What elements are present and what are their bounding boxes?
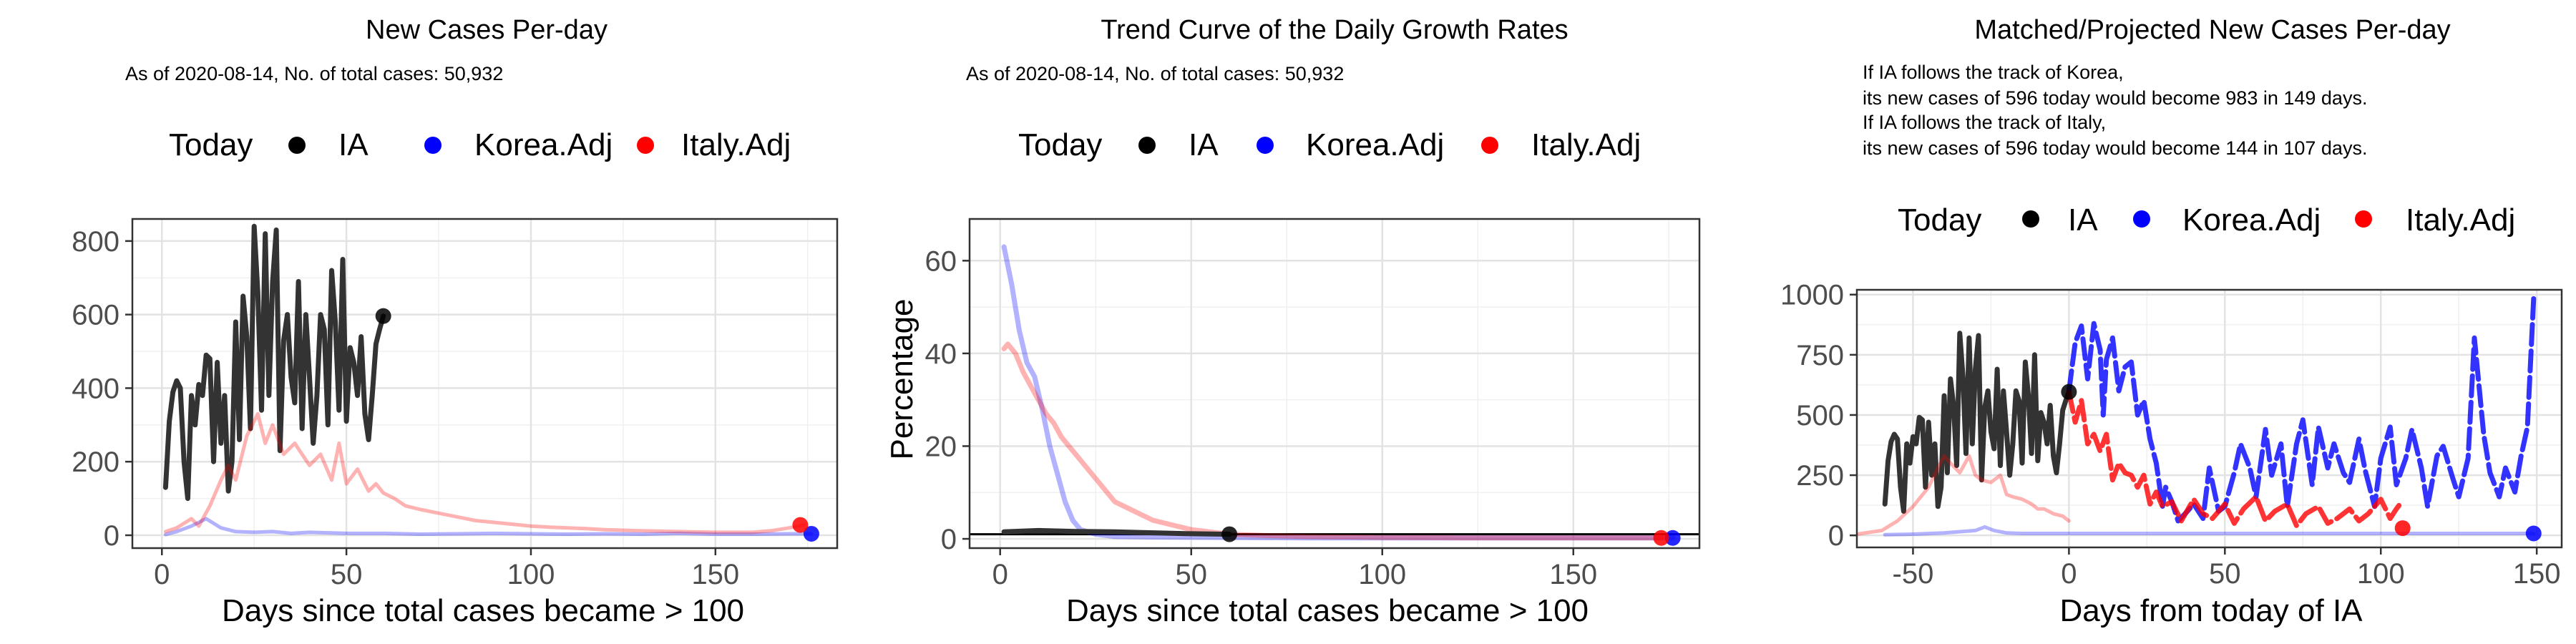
y-tick-label: 1000	[1780, 280, 1844, 311]
series-group	[162, 223, 814, 537]
plot-border	[1855, 288, 2563, 549]
x-axis-label: Days since total cases became > 100	[222, 593, 744, 628]
plot-border	[968, 218, 1701, 550]
series-line-ia	[162, 223, 386, 502]
series-line-ia	[1882, 331, 2072, 514]
legend-key-ia	[288, 137, 306, 154]
panel-subtitle: As of 2020-08-14, No. of total cases: 50…	[966, 63, 1344, 84]
series-group	[970, 244, 1699, 541]
legend-label-italy: Italy.Adj	[2406, 203, 2515, 238]
legend-key-ia	[1138, 137, 1156, 154]
legend-key-italy	[1481, 137, 1498, 154]
y-tick-label: 600	[72, 300, 119, 331]
x-tick-label: 50	[1175, 559, 1207, 590]
series-line-italy-adj	[2066, 389, 2406, 529]
x-tick-label: 100	[2357, 558, 2405, 590]
panel-subtitle-line: If IA follows the track of Italy,	[1863, 112, 2106, 133]
y-tick-label: 200	[72, 447, 119, 478]
today-point-ia	[1221, 526, 1238, 542]
legend-key-korea	[2133, 210, 2150, 228]
series-group	[1857, 296, 2537, 537]
x-axis-label: Days since total cases became > 100	[1066, 593, 1589, 628]
legend-label-korea: Korea.Adj	[1306, 127, 1444, 162]
x-tick-label: 100	[507, 559, 555, 590]
y-tick-label: 0	[941, 524, 957, 555]
series-line-korea-adj-matched	[1883, 525, 2536, 537]
today-point-korea-adj	[803, 525, 819, 542]
legend-key-ia	[2022, 210, 2039, 228]
x-tick-label: 0	[154, 559, 170, 590]
today-point-italy-adj	[2394, 520, 2411, 537]
series-line-italy-adj	[163, 411, 806, 535]
legend-key-italy	[2355, 210, 2372, 228]
panel-subtitle-line: its new cases of 596 today would become …	[1863, 137, 2367, 159]
legend: Today IA Korea.Adj Italy.Adj	[1018, 127, 1641, 162]
series-line-italy-adj-matched	[1857, 454, 2071, 536]
legend-label-ia: IA	[1189, 127, 1219, 162]
legend-title: Today	[1898, 203, 1981, 238]
legend-title: Today	[169, 127, 253, 162]
y-tick-label: 0	[104, 520, 119, 552]
y-axis-label: Percentage	[884, 298, 919, 459]
x-axis-label: Days from today of IA	[2059, 593, 2363, 628]
x-tick-label: 150	[691, 559, 739, 590]
today-point-korea-adj	[1664, 530, 1681, 546]
today-point-ia	[2061, 384, 2077, 400]
x-tick-label: 0	[992, 559, 1008, 590]
y-tick-label: 800	[72, 226, 119, 258]
legend: Today IA Korea.Adj Italy.Adj	[1898, 203, 2515, 238]
panel-title: New Cases Per-day	[366, 15, 608, 45]
panel-new-cases: New Cases Per-day As of 2020-08-14, No. …	[72, 15, 839, 628]
today-point-ia	[375, 308, 391, 324]
panel-title: Matched/Projected New Cases Per-day	[1974, 15, 2450, 45]
legend-label-ia: IA	[338, 127, 369, 162]
today-point-italy-adj	[1653, 530, 1669, 546]
legend-key-korea	[1257, 137, 1274, 154]
legend-key-korea	[424, 137, 441, 154]
x-tick-label: -50	[1893, 558, 1934, 590]
x-tick-label: 50	[331, 559, 363, 590]
today-point-korea-adj	[2525, 525, 2542, 542]
legend-label-korea: Korea.Adj	[474, 127, 613, 162]
legend: Today IA Korea.Adj Italy.Adj	[169, 127, 791, 162]
y-tick-label: 40	[925, 338, 957, 370]
plot-border	[131, 218, 839, 550]
panel-title: Trend Curve of the Daily Growth Rates	[1101, 15, 1568, 45]
series-line-ia	[1001, 527, 1232, 537]
series-line-korea-adj	[163, 517, 814, 537]
legend-title: Today	[1018, 127, 1102, 162]
y-tick-label: 750	[1796, 340, 1844, 371]
panel-growth-rates: Trend Curve of the Daily Growth Rates As…	[884, 15, 1701, 628]
plot-area: 0 50 100 150 0 20 40 60	[925, 218, 1701, 590]
plot-area: 0 50 100 150 0 200 400 600 800	[72, 218, 839, 590]
x-tick-label: 150	[2513, 558, 2561, 590]
panel-subtitle-line: its new cases of 596 today would become …	[1863, 87, 2367, 109]
legend-label-italy: Italy.Adj	[681, 127, 791, 162]
x-tick-label: 150	[1549, 559, 1597, 590]
legend-key-italy	[637, 137, 654, 154]
x-tick-label: 50	[2209, 558, 2241, 590]
legend-label-korea: Korea.Adj	[2182, 203, 2321, 238]
series-line-korea-adj	[1001, 244, 1676, 541]
y-tick-label: 400	[72, 373, 119, 404]
panel-subtitle-line: If IA follows the track of Korea,	[1863, 62, 2124, 83]
panel-projected: Matched/Projected New Cases Per-day If I…	[1780, 15, 2563, 628]
today-point-italy-adj	[792, 517, 809, 533]
series-line-italy-adj	[1001, 341, 1664, 541]
plot-area: -50 0 50 100 150 0 250 500 750 1000	[1780, 280, 2563, 590]
legend-label-italy: Italy.Adj	[1531, 127, 1641, 162]
legend-label-ia: IA	[2068, 203, 2098, 238]
x-tick-label: 0	[2061, 558, 2077, 590]
y-tick-label: 0	[1828, 520, 1844, 552]
y-tick-label: 500	[1796, 400, 1844, 431]
panel-subtitle: As of 2020-08-14, No. of total cases: 50…	[125, 63, 503, 84]
y-tick-label: 250	[1796, 460, 1844, 492]
x-tick-label: 100	[1358, 559, 1406, 590]
series-line-korea-adj	[2066, 296, 2537, 524]
y-tick-label: 60	[925, 245, 957, 277]
y-tick-label: 20	[925, 431, 957, 462]
